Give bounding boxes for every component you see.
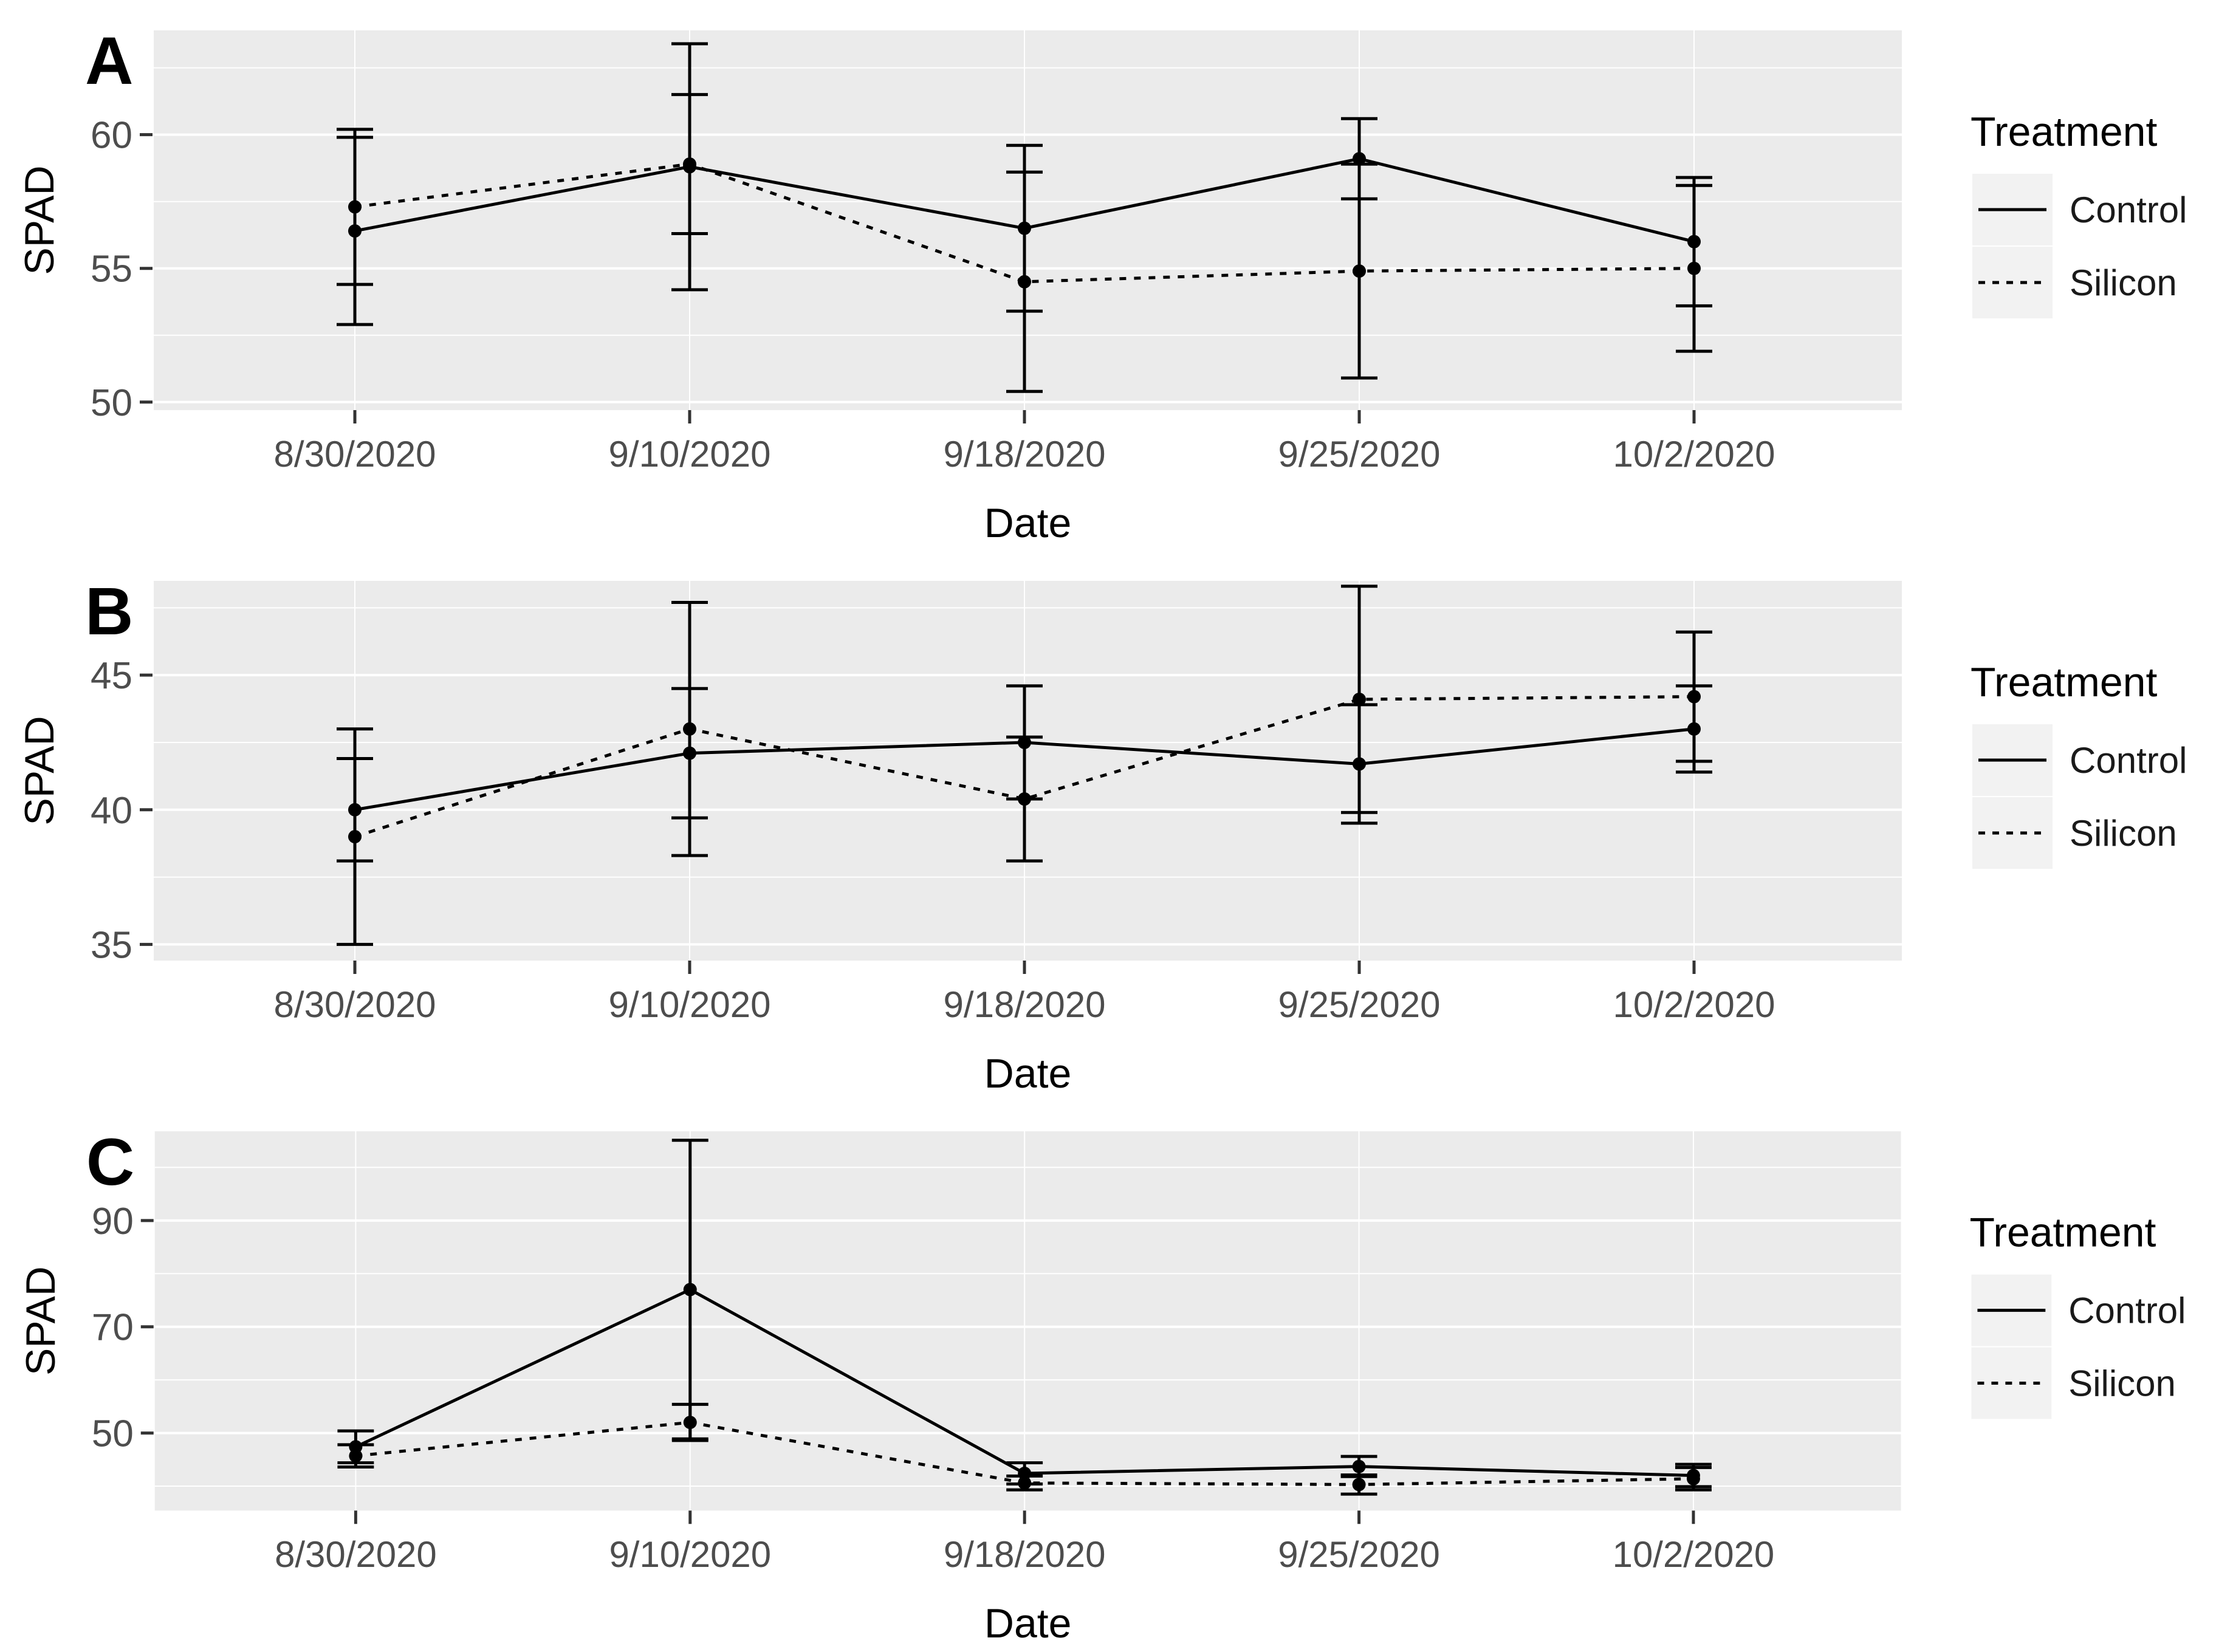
legend-label-silicon: Silicon <box>2070 262 2177 303</box>
legend-title: Treatment <box>1971 109 2157 155</box>
x-tick-label: 9/18/2020 <box>944 984 1106 1025</box>
y-axis-title: SPAD <box>18 1266 64 1376</box>
panel-a-chart: 50 55 60 8/30/2020 9/10/2020 9/18/2020 9/25/20… <box>16 24 2187 546</box>
panel-background <box>154 1131 1901 1511</box>
data-point-silicon <box>683 157 696 171</box>
data-point-silicon <box>1018 1476 1032 1490</box>
legend-label-silicon: Silicon <box>2070 813 2177 854</box>
panel-letter: C <box>86 1125 134 1199</box>
legend-label-silicon: Silicon <box>2068 1363 2176 1404</box>
data-point-control <box>1687 722 1701 736</box>
data-point-control <box>1018 221 1031 235</box>
data-point-control <box>348 224 362 238</box>
data-point-silicon <box>683 1416 697 1430</box>
data-point-control <box>683 1283 697 1297</box>
legend-label-control: Control <box>2070 190 2187 230</box>
y-tick-label: 60 <box>91 115 132 157</box>
x-tick-label: 9/18/2020 <box>944 434 1106 475</box>
legend-title: Treatment <box>1971 659 2157 705</box>
y-tick-label: 70 <box>92 1307 134 1349</box>
panel-background <box>154 581 1902 961</box>
y-tick-label: 90 <box>92 1201 134 1242</box>
y-tick-label: 50 <box>92 1413 134 1455</box>
series-line-silicon <box>354 695 1695 838</box>
data-point-silicon <box>1353 264 1366 278</box>
x-axis-title: Date <box>984 500 1072 546</box>
y-axis-title: SPAD <box>16 165 63 275</box>
y-tick-label: 50 <box>91 382 132 424</box>
y-tick-label: 55 <box>91 248 132 290</box>
data-point-silicon <box>1686 1472 1700 1486</box>
y-tick-label: 35 <box>91 924 132 966</box>
data-point-silicon <box>1018 275 1031 289</box>
panel-letter: B <box>85 574 133 649</box>
x-tick-label: 8/30/2020 <box>275 1534 437 1575</box>
x-tick-label: 10/2/2020 <box>1613 434 1775 475</box>
legend: Treatment Control Silicon <box>1969 1210 2186 1419</box>
data-point-silicon <box>1018 792 1031 806</box>
data-point-silicon <box>683 722 696 736</box>
x-tick-label: 9/25/2020 <box>1278 984 1441 1025</box>
x-tick-label: 9/25/2020 <box>1278 1534 1440 1575</box>
data-point-silicon <box>349 1449 363 1463</box>
x-tick-label: 8/30/2020 <box>274 434 436 475</box>
x-tick-label: 9/10/2020 <box>609 984 771 1025</box>
data-point-silicon <box>1353 693 1366 707</box>
data-point-silicon <box>1687 261 1701 275</box>
legend: Treatment Control Silicon <box>1971 109 2187 318</box>
x-tick-label: 9/18/2020 <box>944 1534 1106 1575</box>
x-tick-label: 10/2/2020 <box>1613 984 1775 1025</box>
panel-letter: A <box>85 24 133 98</box>
y-axis-title: SPAD <box>16 716 63 825</box>
data-point-silicon <box>1687 690 1701 704</box>
y-tick-label: 45 <box>91 655 132 697</box>
legend-title: Treatment <box>1969 1210 2156 1256</box>
x-tick-label: 10/2/2020 <box>1613 1534 1775 1575</box>
legend: Treatment Control Silicon <box>1971 659 2187 869</box>
legend-label-control: Control <box>2068 1290 2186 1331</box>
y-tick-label: 40 <box>91 790 132 832</box>
data-point-silicon <box>1352 1478 1366 1492</box>
x-tick-label: 9/10/2020 <box>609 434 771 475</box>
x-axis-title: Date <box>984 1050 1072 1097</box>
legend-label-control: Control <box>2070 740 2187 781</box>
data-point-control <box>1352 1459 1366 1473</box>
data-point-silicon <box>348 200 362 214</box>
x-axis-title: Date <box>984 1601 1071 1647</box>
data-point-control <box>348 803 362 817</box>
x-tick-label: 9/10/2020 <box>609 1534 771 1575</box>
data-point-control <box>1018 1467 1032 1481</box>
data-point-control <box>1687 235 1701 248</box>
data-point-control <box>1353 757 1366 771</box>
data-point-silicon <box>348 830 362 844</box>
data-point-control <box>1353 152 1366 166</box>
x-tick-label: 8/30/2020 <box>274 984 436 1025</box>
data-point-control <box>1018 735 1031 749</box>
panel-c-chart: 50 70 90 8/30/2020 9/10/2020 9/18/2020 9/25/20… <box>18 1125 2186 1647</box>
panel-b-chart: 35 40 45 8/30/2020 9/10/2020 9/18/2020 9/25/20… <box>16 574 2187 1097</box>
x-tick-label: 9/25/2020 <box>1278 434 1441 475</box>
data-point-control <box>683 746 696 760</box>
series-line-silicon <box>354 162 1695 284</box>
